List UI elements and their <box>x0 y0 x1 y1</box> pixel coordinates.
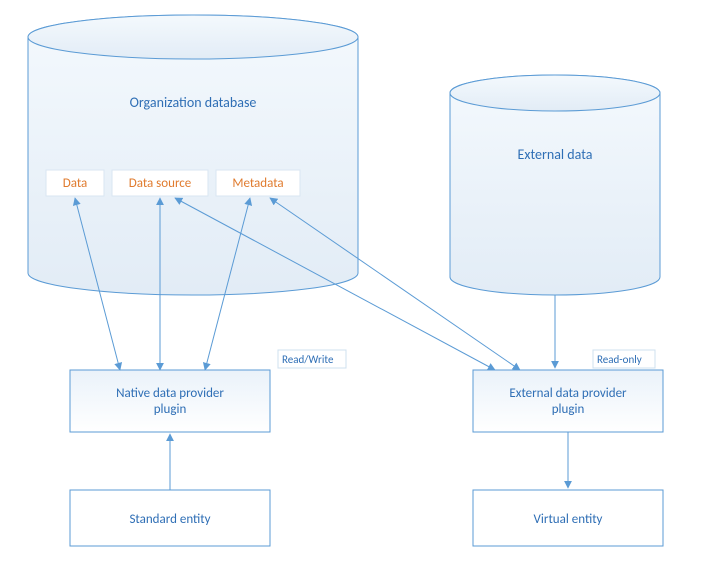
virtual-entity-box-label: Virtual entity <box>534 512 603 527</box>
read-write-badge: Read/Write <box>278 350 346 368</box>
read-only-badge-label: Read-only <box>597 353 642 366</box>
virtual-entity-box: Virtual entity <box>473 490 663 546</box>
inner-box-metadata: Metadata <box>216 170 300 196</box>
inner-box-data-label: Data <box>63 176 88 191</box>
inner-box-data: Data <box>46 170 104 196</box>
native-plugin-box: Native data providerplugin <box>70 370 270 432</box>
native-plugin-box-label2: plugin <box>154 402 187 417</box>
read-only-badge: Read-only <box>593 350 655 368</box>
inner-box-data_source: Data source <box>112 170 208 196</box>
org-db-cylinder-title: Organization database <box>130 94 257 111</box>
standard-entity-box: Standard entity <box>70 490 270 546</box>
read-write-badge-label: Read/Write <box>282 353 334 366</box>
external-data-cylinder: External data <box>450 75 660 295</box>
inner-box-data_source-label: Data source <box>129 176 192 191</box>
external-data-cylinder-title: External data <box>518 146 593 163</box>
external-plugin-box-label1: External data provider <box>509 386 627 401</box>
native-plugin-box-label1: Native data provider <box>116 386 224 401</box>
external-plugin-box: External data providerplugin <box>473 370 663 432</box>
org-db-cylinder: Organization database <box>28 15 358 295</box>
inner-box-metadata-label: Metadata <box>232 176 283 191</box>
external-plugin-box-label2: plugin <box>552 402 585 417</box>
standard-entity-box-label: Standard entity <box>129 512 210 527</box>
